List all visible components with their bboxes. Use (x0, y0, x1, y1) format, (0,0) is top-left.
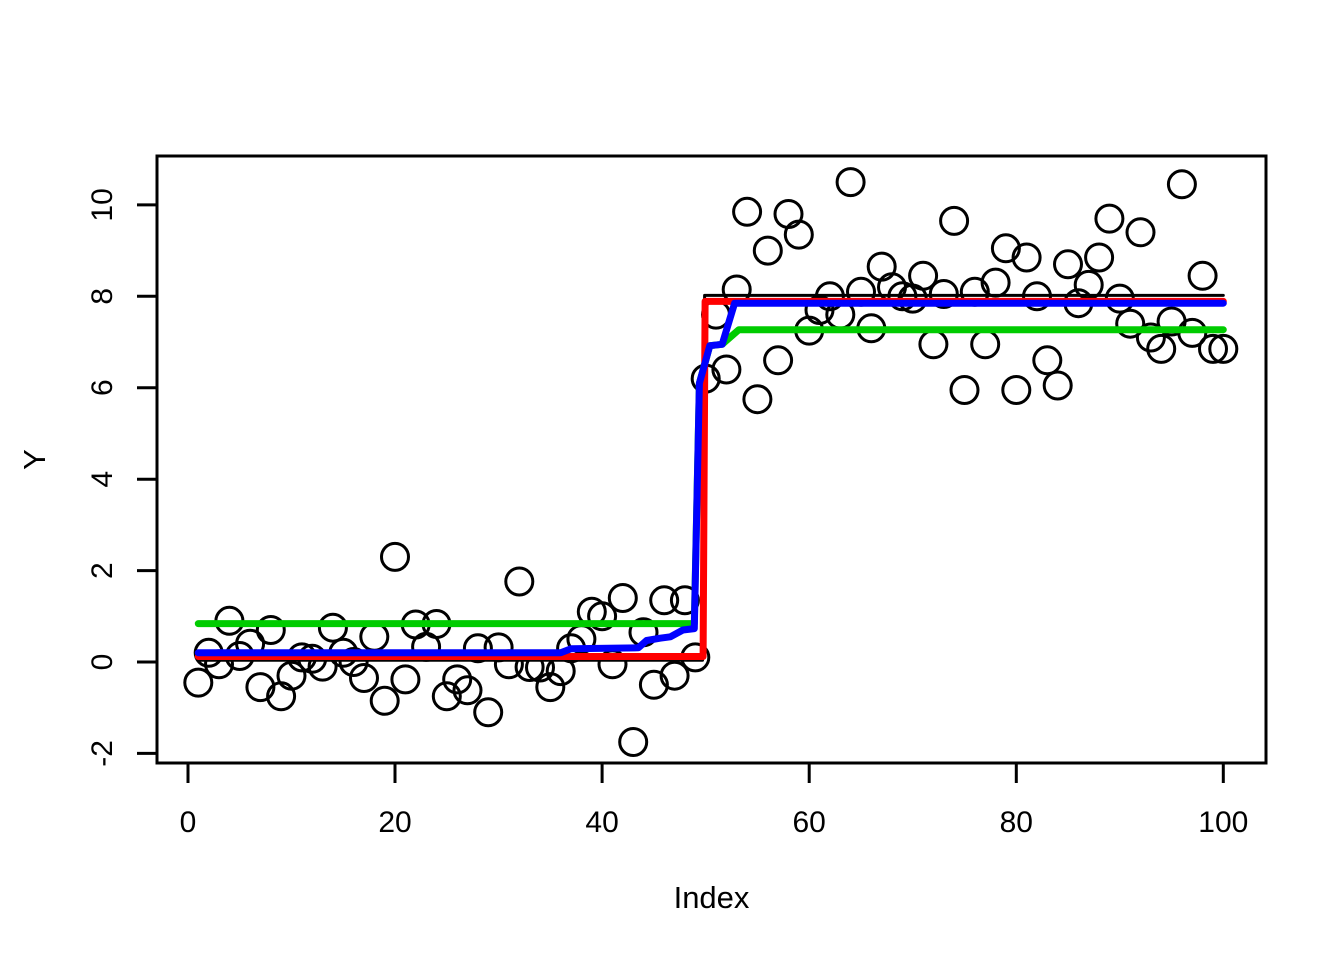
data-point (711, 354, 742, 385)
x-axis-title: Index (674, 880, 750, 915)
data-point (452, 675, 483, 706)
x-tick-label: 0 (180, 806, 197, 839)
data-point (669, 585, 700, 616)
data-point (535, 672, 566, 703)
data-point (276, 660, 307, 691)
data-point (380, 541, 410, 572)
data-point (1084, 242, 1115, 273)
data-point (1011, 242, 1042, 273)
data-point (649, 585, 680, 616)
data-point (1208, 333, 1239, 364)
y-tick-label: 4 (86, 471, 119, 488)
data-point (1198, 333, 1228, 364)
data-point (638, 669, 669, 700)
data-point (1053, 249, 1083, 280)
x-tick-label: 100 (1198, 806, 1248, 839)
data-point (504, 566, 535, 597)
data-point (742, 384, 773, 415)
data-point (317, 612, 348, 643)
data-point (349, 663, 379, 693)
data-point (1042, 370, 1073, 401)
data-point (1032, 345, 1063, 376)
data-point (939, 205, 970, 236)
data-point (338, 647, 369, 677)
y-tick-label: 2 (86, 562, 119, 579)
y-tick-label: -2 (86, 740, 119, 767)
data-point (1115, 308, 1146, 339)
data-point (732, 196, 763, 227)
data-point (1146, 333, 1177, 364)
y-tick-label: 10 (86, 188, 119, 221)
x-tick-label: 20 (378, 806, 411, 839)
data-point (607, 583, 638, 613)
data-point (390, 664, 421, 695)
data-point (245, 672, 276, 703)
data-point (659, 660, 690, 691)
data-point (908, 260, 939, 291)
data-point (763, 345, 794, 376)
data-point (949, 375, 980, 405)
data-point (369, 685, 400, 716)
data-point (183, 667, 214, 698)
data-point (990, 233, 1021, 264)
data-point (618, 727, 649, 757)
data-point (1187, 260, 1218, 291)
data-point (442, 664, 473, 695)
data-point (783, 219, 814, 250)
data-point (587, 601, 618, 632)
data-point (462, 633, 493, 664)
y-axis-title: Y (17, 449, 52, 470)
data-point (1135, 322, 1166, 353)
data-point (1166, 169, 1197, 200)
x-tick-label: 80 (1000, 806, 1033, 839)
blue-fit-line (194, 299, 1227, 657)
y-tick-label: 6 (86, 379, 119, 396)
data-point (752, 235, 783, 266)
x-tick-label: 40 (585, 806, 618, 839)
data-point (473, 697, 504, 728)
data-point (255, 615, 286, 645)
data-point (1001, 375, 1032, 405)
y-tick-label: 8 (86, 288, 119, 305)
data-point (1094, 203, 1125, 234)
y-tick-label: 0 (86, 654, 119, 671)
data-point (431, 681, 462, 712)
x-tick-label: 60 (793, 806, 826, 839)
plot-frame (155, 154, 1268, 765)
data-point (835, 167, 866, 198)
data-point (1125, 217, 1156, 248)
